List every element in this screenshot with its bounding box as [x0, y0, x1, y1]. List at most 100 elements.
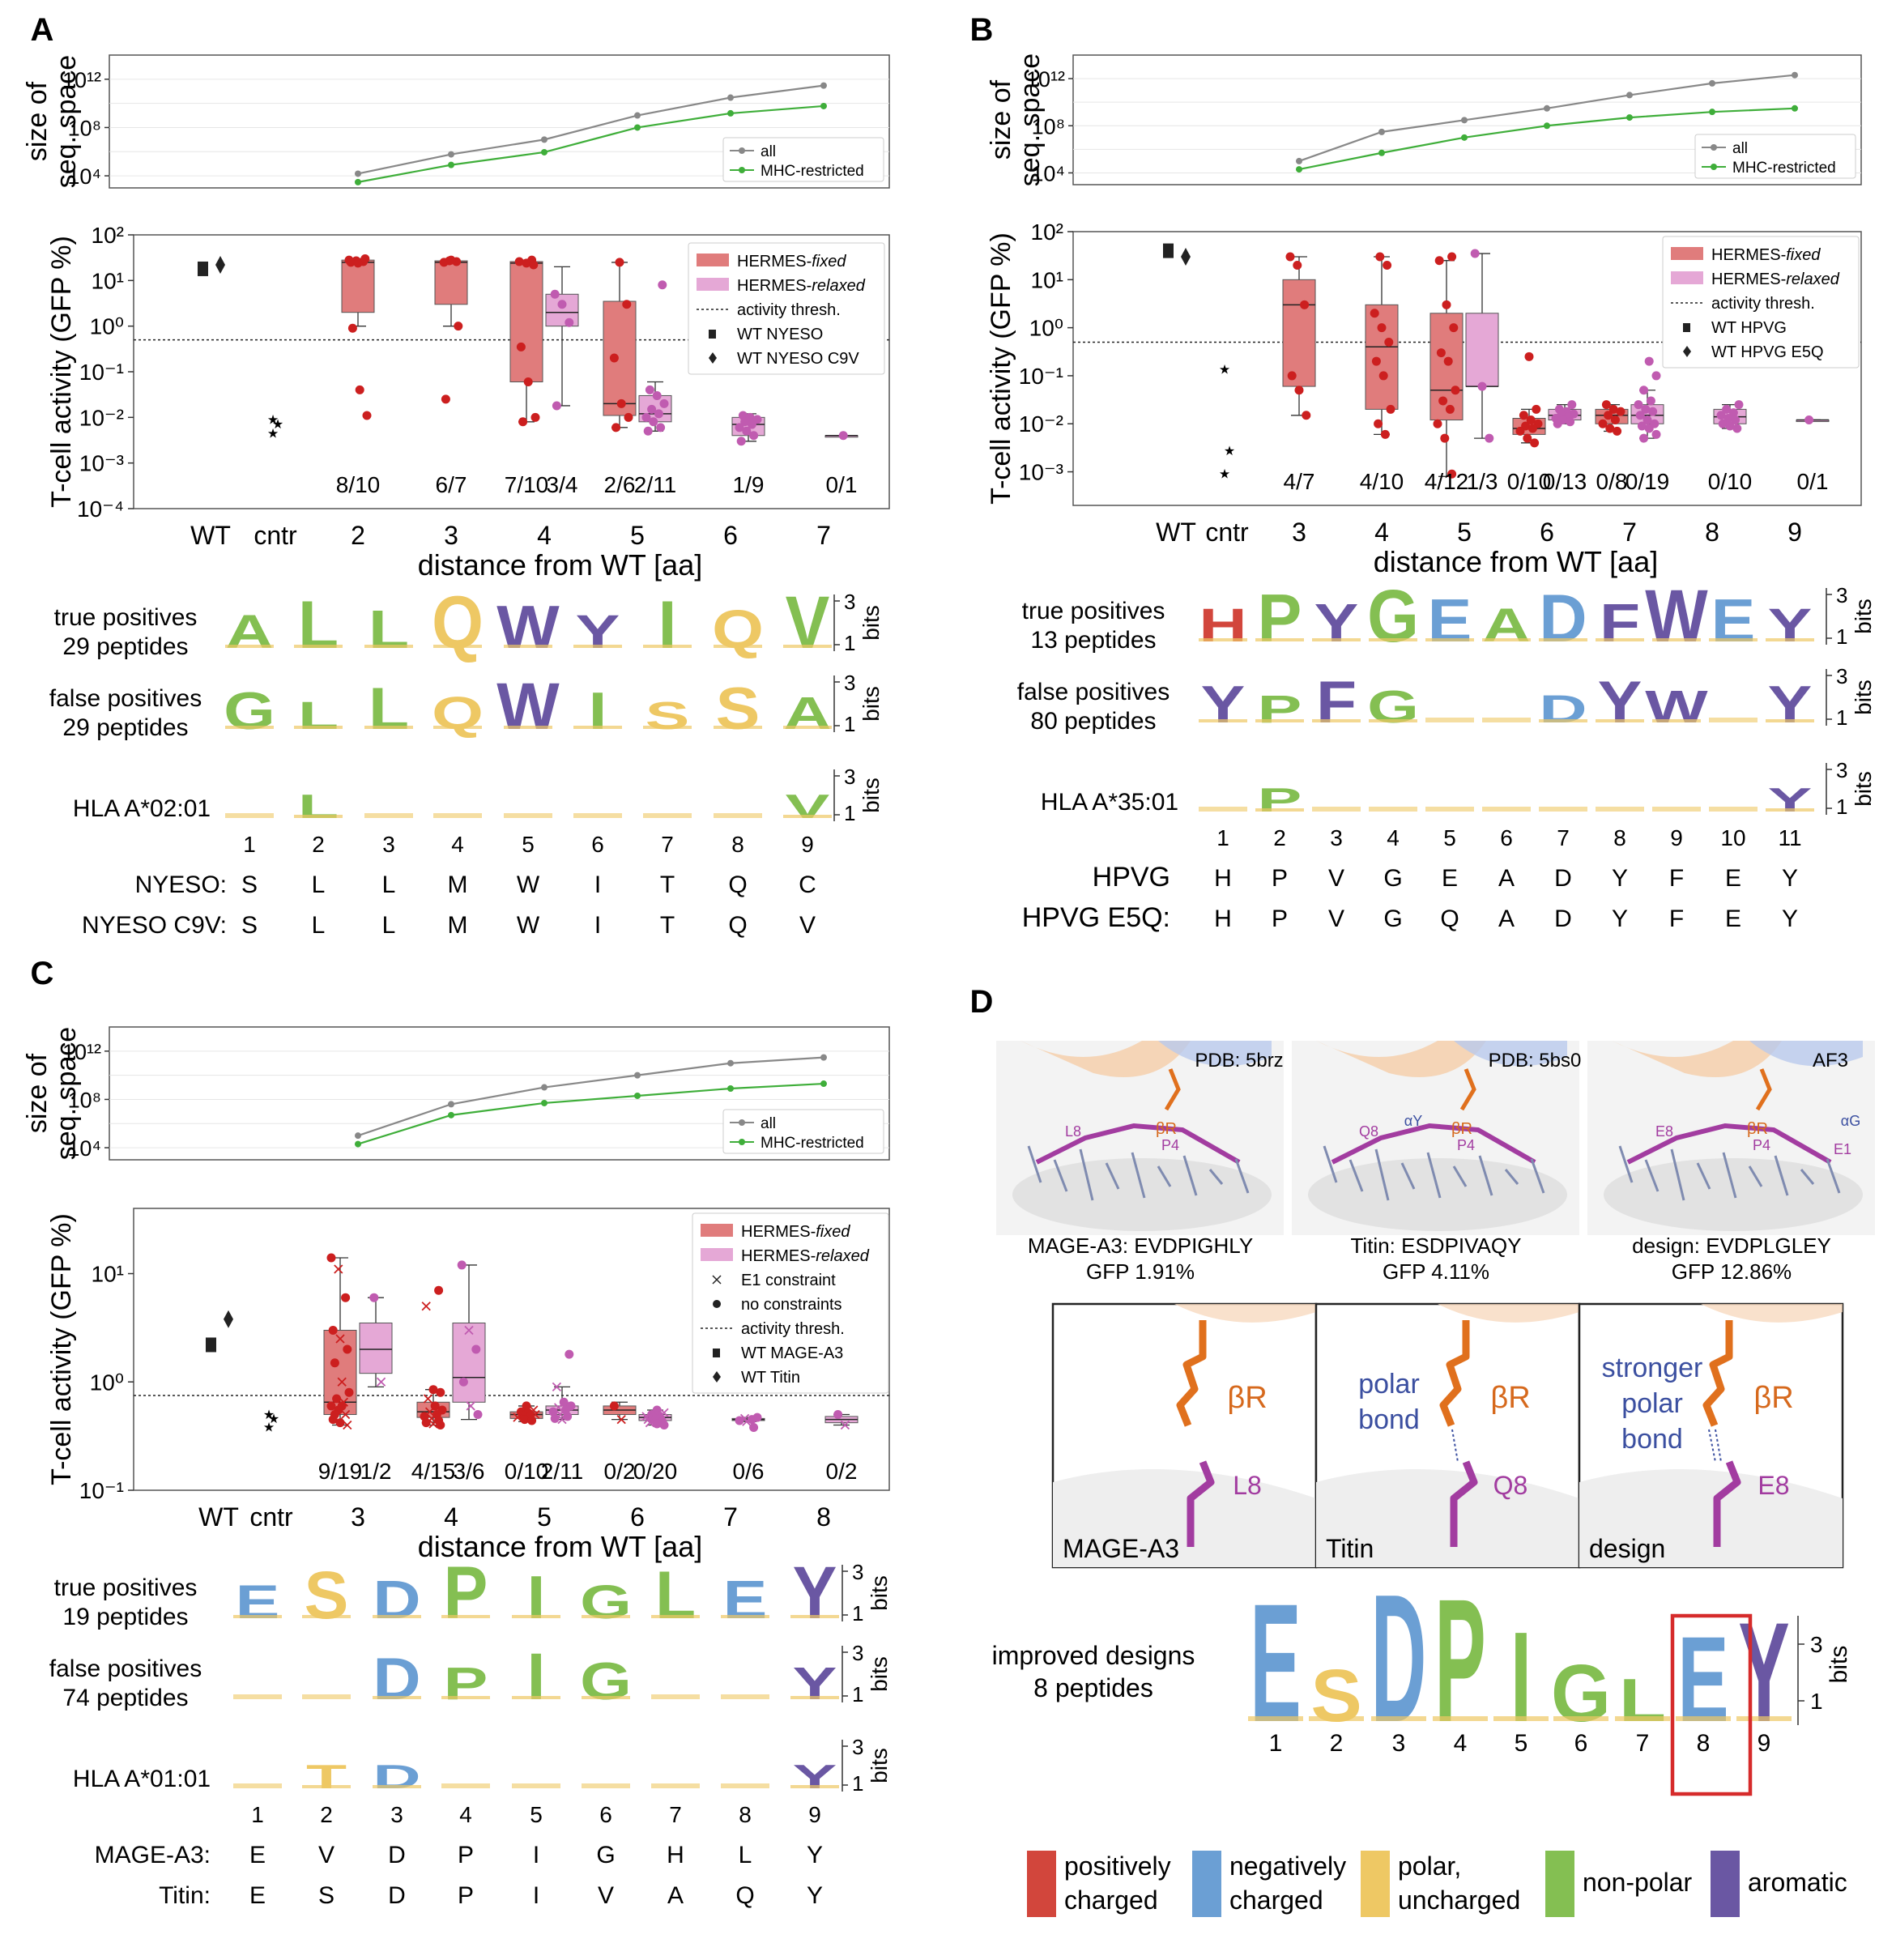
structure-source: PDB: 5bs0: [1489, 1050, 1582, 1072]
logo-position: 1: [251, 1802, 264, 1827]
data-point-cross: [334, 1264, 343, 1274]
seq2-residue: E: [249, 1882, 266, 1909]
fraction-label: 0/2: [604, 1459, 636, 1484]
side-chain: [1478, 1155, 1493, 1196]
side-chain: [1079, 1148, 1094, 1201]
series-line-mhc: [357, 1082, 824, 1145]
logo-true-letter: V: [786, 582, 830, 664]
logo-position: 8: [739, 1802, 752, 1827]
mhc-helix-shape: [1308, 1158, 1567, 1231]
seq1-residue: E: [1725, 865, 1741, 892]
logo-true-letter: P: [1258, 580, 1302, 656]
logo-true-letter: I: [658, 586, 677, 663]
data-point-cross: [343, 1420, 352, 1430]
data-point: [624, 412, 633, 422]
box-relaxed: [359, 1322, 393, 1374]
zoom-name: design: [1589, 1534, 1665, 1563]
side-chain: [1234, 1158, 1250, 1194]
logo-stack-bottom: [783, 726, 832, 729]
beta-r-sidechain: [1459, 1068, 1476, 1111]
logo-stack-bottom: [1425, 638, 1474, 641]
x-tick-label: 2: [351, 521, 365, 550]
data-point: [1386, 404, 1395, 414]
series-point: [541, 1084, 547, 1091]
legend-swatch-all-dot: [739, 1119, 745, 1126]
legend-swatch-relaxed: [1671, 271, 1703, 284]
logo-true-letter: L: [369, 599, 409, 659]
fraction-label: 2/11: [541, 1459, 583, 1484]
logo-stack-bottom: [1312, 719, 1361, 722]
logo-hla-letter: T: [306, 1758, 347, 1796]
data-point: [434, 1285, 444, 1295]
tcr-alpha-shape: [1612, 1041, 1782, 1077]
legend-mhc: MHC-restricted: [761, 1135, 864, 1152]
tcr-alpha-shape: [1020, 1041, 1191, 1077]
data-point: [1515, 426, 1525, 436]
logo-true-letter: E: [236, 1576, 280, 1629]
bits-label: bits: [859, 686, 884, 722]
logo-true-letter: G: [580, 1576, 632, 1629]
logo-stack-bottom: [790, 1785, 839, 1788]
design-logo-letter: L: [1619, 1667, 1666, 1734]
fraction-label: 0/1: [826, 472, 858, 497]
data-point: [1485, 433, 1494, 443]
bits-tick-label: 1: [1836, 795, 1847, 819]
data-point: [1436, 348, 1446, 358]
tcr-beta-shape: [1454, 1041, 1567, 1067]
seq2-residue: Q: [1440, 905, 1459, 932]
logo-position: 5: [522, 832, 535, 857]
logo-false-letter: D: [1539, 688, 1587, 731]
wt-square-marker: [1163, 243, 1174, 258]
data-point-cross: [423, 1394, 433, 1404]
control-star: ★: [267, 413, 279, 427]
data-point: [1651, 429, 1661, 439]
logo-stack-bottom: [373, 1696, 421, 1699]
data-point: [615, 258, 624, 267]
logo-label-count: 80 peptides: [1030, 708, 1156, 735]
x-tick-label: 4: [1374, 518, 1389, 547]
data-point: [1732, 424, 1742, 433]
logo-stack-bottom: [294, 645, 343, 648]
data-point: [471, 1344, 481, 1354]
seq1-label: MAGE-A3:: [95, 1842, 211, 1868]
zoom-beta-r: [1702, 1320, 1733, 1427]
zoom-note: polar: [1358, 1369, 1420, 1400]
x-tick-label: 9: [1787, 518, 1802, 547]
logo-position: 8: [731, 832, 744, 857]
logo-position: 8: [1613, 825, 1626, 850]
structure-gfp: GFP 12.86%: [1672, 1259, 1792, 1284]
x-tick-label: 4: [444, 1502, 458, 1532]
fraction-label: 0/8: [1596, 469, 1628, 494]
data-point: [742, 426, 752, 436]
logo-label-count: 19 peptides: [62, 1604, 188, 1630]
series-point: [541, 148, 547, 156]
zoom-residue: [1187, 1460, 1215, 1547]
logo-noise: [651, 1694, 700, 1699]
logo-stack-bottom: [512, 1696, 560, 1699]
control-star: ★: [263, 1421, 275, 1434]
data-point: [332, 1394, 342, 1404]
data-point: [1530, 438, 1540, 448]
logo-stack-bottom: [1482, 638, 1531, 641]
data-point: [360, 254, 370, 263]
logo-true-letter: S: [305, 1557, 349, 1633]
logo-noise: [1709, 807, 1758, 812]
logo-true-letter: G: [1367, 575, 1419, 658]
data-point: [1371, 356, 1381, 366]
fraction-label: 9/19: [318, 1459, 363, 1484]
box-relaxed: [1465, 313, 1499, 387]
logo-position: 9: [801, 832, 814, 857]
data-point: [616, 398, 626, 408]
fraction-label: 6/7: [436, 472, 467, 497]
seq2-residue: E: [1725, 905, 1741, 932]
series-point: [541, 1099, 547, 1106]
logo-position: 3: [1330, 825, 1343, 850]
data-point: [1634, 400, 1643, 410]
data-point: [747, 1415, 756, 1425]
data-point: [1443, 356, 1453, 366]
data-point: [1605, 424, 1615, 433]
zoom-residue-label: Q8: [1493, 1471, 1528, 1500]
side-chain: [1374, 1148, 1390, 1201]
